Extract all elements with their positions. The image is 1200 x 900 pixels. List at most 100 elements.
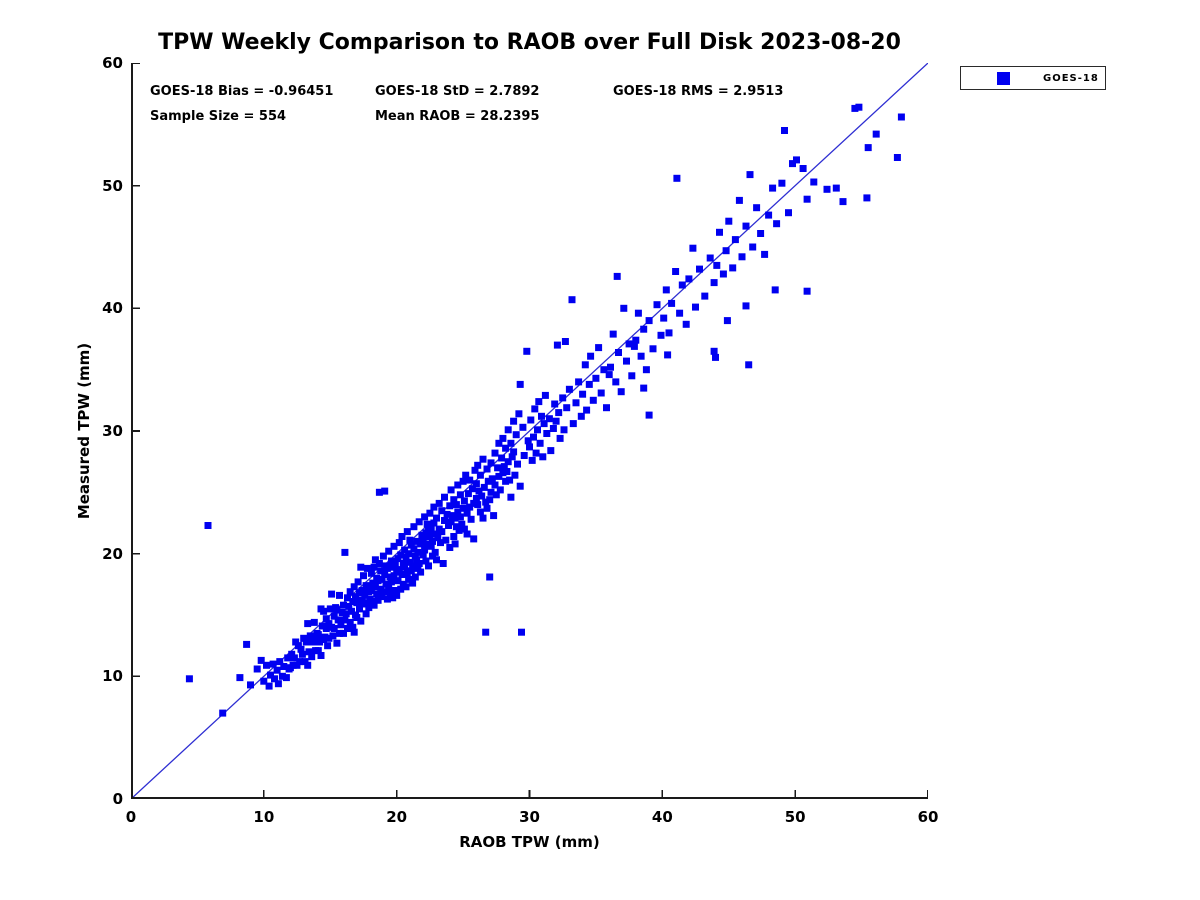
scatter-point bbox=[520, 452, 528, 459]
scatter-point bbox=[499, 469, 507, 477]
scatter-point bbox=[665, 329, 673, 337]
scatter-point bbox=[474, 461, 482, 469]
scatter-point bbox=[605, 371, 613, 379]
scatter-point bbox=[545, 415, 553, 423]
scatter-point bbox=[401, 546, 409, 554]
y-tick-label: 0 bbox=[112, 790, 123, 808]
scatter-point bbox=[369, 598, 377, 605]
scatter-point bbox=[337, 621, 345, 629]
scatter-point bbox=[475, 487, 483, 495]
scatter-point bbox=[417, 540, 425, 548]
scatter-point bbox=[516, 380, 524, 388]
scatter-point bbox=[589, 396, 597, 404]
scatter-point bbox=[398, 571, 406, 578]
scatter-point bbox=[746, 171, 754, 179]
scatter-point bbox=[301, 658, 309, 666]
scatter-point bbox=[778, 179, 786, 187]
scatter-point bbox=[441, 493, 448, 501]
scatter-point bbox=[394, 577, 402, 585]
scatter-point bbox=[716, 228, 723, 236]
scatter-point bbox=[289, 661, 297, 669]
scatter-point bbox=[810, 178, 818, 186]
scatter-point bbox=[379, 552, 387, 560]
scatter-point bbox=[577, 412, 585, 420]
scatter-point bbox=[761, 250, 769, 258]
scatter-point bbox=[390, 542, 398, 550]
scatter-point bbox=[425, 562, 432, 570]
scatter-point bbox=[356, 605, 363, 613]
scatter-point bbox=[701, 292, 709, 300]
scatter-point bbox=[640, 325, 648, 333]
scatter-point bbox=[403, 528, 411, 536]
scatter-point bbox=[559, 394, 567, 402]
scatter-point bbox=[419, 551, 427, 559]
scatter-point bbox=[387, 557, 395, 565]
scatter-point bbox=[540, 420, 548, 428]
scatter-point bbox=[528, 456, 536, 464]
scatter-point bbox=[333, 606, 341, 614]
scatter-point bbox=[773, 220, 781, 228]
scatter-point bbox=[555, 409, 563, 417]
scatter-point bbox=[549, 425, 557, 432]
scatter-plot-svg bbox=[130, 62, 929, 800]
scatter-point bbox=[413, 556, 421, 564]
scatter-point bbox=[587, 352, 595, 360]
scatter-point bbox=[333, 639, 341, 647]
scatter-point bbox=[367, 587, 375, 594]
scatter-point bbox=[673, 174, 681, 182]
scatter-point bbox=[429, 537, 436, 545]
scatter-point bbox=[478, 492, 486, 500]
scatter-point bbox=[897, 113, 905, 121]
scatter-point bbox=[371, 556, 379, 564]
scatter-point bbox=[657, 331, 665, 339]
scatter-point bbox=[308, 653, 316, 661]
scatter-point bbox=[370, 601, 378, 609]
scatter-point bbox=[352, 593, 359, 601]
scatter-point bbox=[435, 499, 443, 507]
scatter-point bbox=[354, 578, 362, 586]
scatter-point bbox=[459, 477, 467, 485]
scatter-point bbox=[434, 534, 442, 542]
scatter-point bbox=[491, 481, 499, 489]
y-tick-label: 20 bbox=[102, 544, 123, 563]
scatter-point bbox=[560, 426, 568, 434]
scatter-point bbox=[463, 530, 471, 538]
scatter-point bbox=[459, 504, 467, 512]
scatter-point bbox=[458, 520, 466, 528]
scatter-point bbox=[219, 709, 227, 717]
scatter-point bbox=[538, 412, 545, 420]
scatter-point bbox=[300, 634, 308, 642]
scatter-point bbox=[534, 426, 541, 434]
scatter-point bbox=[725, 217, 733, 225]
scatter-point bbox=[491, 449, 499, 457]
scatter-point bbox=[696, 265, 703, 273]
scatter-point bbox=[296, 658, 304, 666]
scatter-point bbox=[334, 616, 342, 624]
scatter-point bbox=[442, 536, 450, 544]
scatter-point bbox=[382, 580, 390, 588]
scatter-point bbox=[642, 366, 650, 374]
y-tick-label: 30 bbox=[102, 422, 123, 440]
scatter-point bbox=[561, 338, 569, 345]
scatter-point bbox=[357, 563, 365, 571]
scatter-point bbox=[260, 677, 268, 685]
scatter-point bbox=[317, 652, 325, 659]
scatter-point bbox=[504, 426, 512, 434]
scatter-point bbox=[406, 536, 414, 544]
scatter-point bbox=[765, 211, 773, 219]
scatter-point bbox=[429, 552, 436, 560]
scatter-point bbox=[515, 410, 523, 418]
scatter-point bbox=[719, 270, 727, 278]
scatter-point bbox=[771, 286, 779, 294]
scatter-point bbox=[273, 666, 281, 674]
scatter-point bbox=[476, 471, 484, 479]
scatter-point bbox=[358, 596, 366, 604]
scatter-point bbox=[600, 366, 608, 374]
scatter-point bbox=[433, 514, 440, 522]
scatter-point bbox=[523, 347, 531, 355]
y-tick-label: 10 bbox=[102, 667, 123, 686]
scatter-point bbox=[452, 523, 460, 531]
scatter-point bbox=[494, 464, 502, 472]
scatter-point bbox=[419, 535, 427, 543]
